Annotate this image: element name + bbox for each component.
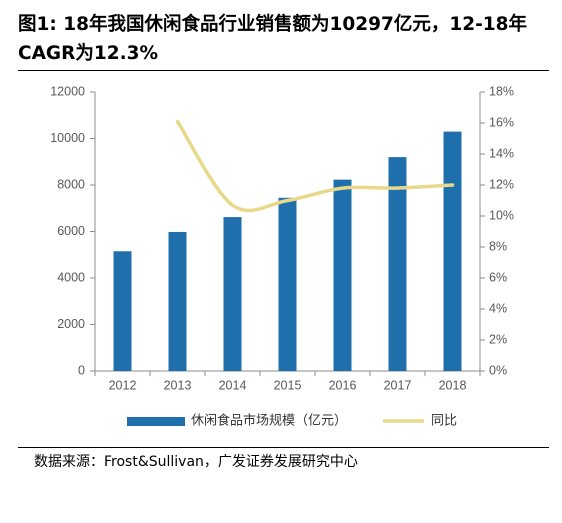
y-right-tick-label: 0%	[489, 363, 507, 377]
growth-line	[175, 119, 455, 213]
y-right-tick-label: 12%	[489, 177, 514, 191]
title-divider	[18, 70, 549, 71]
bar	[278, 197, 297, 371]
y-left-tick-label: 4000	[57, 270, 85, 284]
y-right-tick-label: 10%	[489, 208, 514, 222]
y-left-tick-label: 8000	[57, 177, 85, 191]
y-right-tick-label: 16%	[489, 115, 514, 129]
y-right-tick-label: 14%	[489, 146, 514, 160]
chart-title: 图1: 18年我国休闲食品行业销售额为10297亿元，12-18年CAGR为12…	[18, 14, 527, 64]
legend-label-line: 同比	[431, 412, 457, 427]
x-tick-label: 2017	[384, 378, 412, 392]
x-tick-label: 2012	[109, 378, 137, 392]
source-divider	[18, 447, 549, 448]
bar	[113, 251, 132, 371]
bar	[223, 217, 242, 371]
y-right-tick-label: 6%	[489, 270, 507, 284]
y-right-tick-label: 2%	[489, 332, 507, 346]
x-tick-label: 2015	[274, 378, 302, 392]
legend-label-bar: 休闲食品市场规模（亿元）	[191, 412, 347, 427]
x-tick-label: 2013	[164, 378, 192, 392]
x-tick-label: 2014	[219, 378, 247, 392]
y-left-tick-label: 6000	[57, 224, 85, 238]
y-left-tick-label: 10000	[50, 131, 85, 145]
bar	[388, 157, 407, 371]
y-right-tick-label: 4%	[489, 301, 507, 315]
y-left-tick-label: 2000	[57, 317, 85, 331]
x-tick-label: 2016	[329, 378, 357, 392]
bar	[333, 179, 352, 371]
bar	[443, 131, 462, 371]
source-note: 数据来源：Frost&Sullivan，广发证券发展研究中心	[34, 454, 358, 470]
y-right-tick-label: 18%	[489, 84, 514, 98]
bar	[168, 231, 187, 371]
x-tick-label: 2018	[439, 378, 467, 392]
y-left-tick-label: 12000	[50, 84, 85, 98]
y-left-tick-label: 0	[78, 363, 85, 377]
legend-swatch-bar	[127, 417, 185, 426]
y-right-tick-label: 8%	[489, 239, 507, 253]
